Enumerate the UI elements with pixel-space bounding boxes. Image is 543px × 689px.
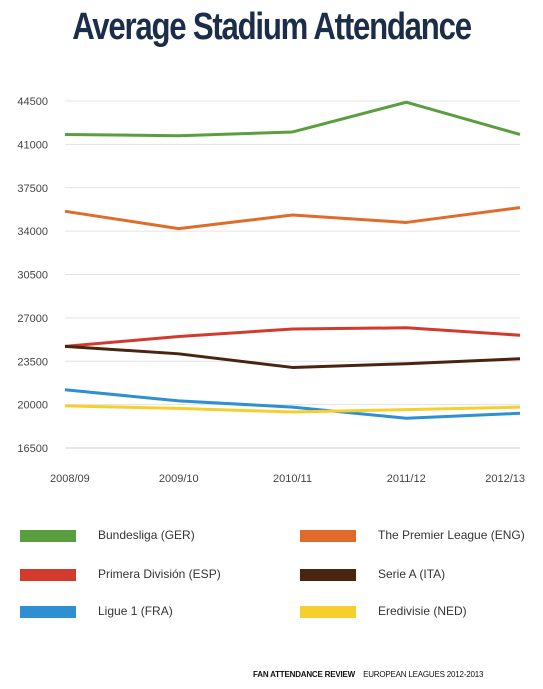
series-line <box>64 100 521 138</box>
series-lines <box>64 100 521 420</box>
legend-swatch <box>20 530 76 542</box>
legend-label: Eredivisie (NED) <box>378 604 467 618</box>
legend-swatch <box>300 530 356 542</box>
series-line <box>64 344 521 369</box>
series-line <box>64 206 521 231</box>
legend-label: Ligue 1 (FRA) <box>98 604 173 618</box>
y-tick-label: 27000 <box>17 313 48 325</box>
legend-swatch <box>20 606 76 618</box>
x-axis-ticks: 2008/09 2009/10 2010/11 2011/12 2012/13 <box>50 473 525 485</box>
y-tick-label: 30500 <box>17 270 48 282</box>
x-tick-label: 2009/10 <box>159 473 199 485</box>
legend-swatch <box>300 606 356 618</box>
chart-title: Average Stadium Attendance <box>72 6 472 48</box>
y-tick-label: 20000 <box>17 400 48 412</box>
footer: FAN ATTENDANCE REVIEW EUROPEAN LEAGUES 2… <box>253 670 483 679</box>
x-tick-label: 2010/11 <box>273 473 312 485</box>
series-line <box>64 388 521 420</box>
line-chart: 16500 20000 23500 27000 30500 34000 37500 41000… <box>17 96 525 485</box>
footer-brand: FAN ATTENDANCE REVIEW <box>253 670 356 679</box>
footer-subtitle: EUROPEAN LEAGUES 2012-2013 <box>363 670 484 679</box>
legend-swatch <box>300 569 356 581</box>
legend-label: Serie A (ITA) <box>378 567 446 581</box>
y-tick-label: 44500 <box>17 96 48 108</box>
series-line <box>64 326 521 348</box>
grid-lines <box>65 100 520 449</box>
x-tick-label: 2008/09 <box>50 473 90 485</box>
y-tick-label: 41000 <box>17 139 48 151</box>
legend-label: Primera División (ESP) <box>98 567 221 581</box>
legend-label: Bundesliga (GER) <box>98 528 195 542</box>
y-tick-label: 37500 <box>17 183 48 195</box>
x-tick-label: 2011/12 <box>387 473 426 485</box>
legend-label: The Premier League (ENG) <box>378 528 525 542</box>
y-tick-label: 34000 <box>17 226 48 238</box>
y-axis-ticks: 16500 20000 23500 27000 30500 34000 37500 41000… <box>17 96 48 455</box>
legend: Bundesliga (GER) The Premier League (ENG)… <box>0 520 543 630</box>
y-tick-label: 16500 <box>17 443 48 455</box>
y-tick-label: 23500 <box>17 356 48 368</box>
x-tick-label: 2012/13 <box>485 473 525 485</box>
legend-swatch <box>20 569 76 581</box>
series-line <box>64 404 521 414</box>
